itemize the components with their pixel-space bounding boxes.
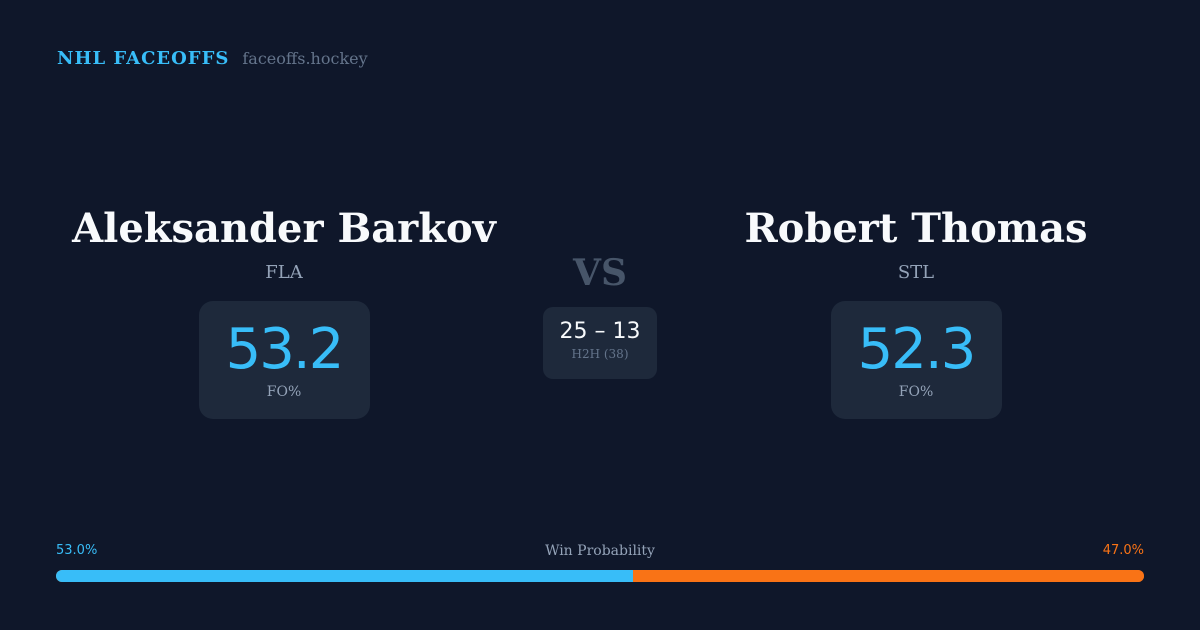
win-prob-b: 47.0% [1102,543,1144,558]
player-a-stat-card: 53.2 FO% [198,301,370,419]
brand-header: NHL FACEOFFS faceoffs.hockey [57,48,368,69]
player-b-fo-pct: 52.3 [857,317,977,382]
win-prob-bar-a [56,570,633,582]
player-a-team: FLA [265,262,303,283]
h2h-card: 25 – 13 H2H (38) [543,307,657,379]
player-b-stat-card: 52.3 FO% [830,301,1002,419]
player-a: Aleksander Barkov FLA 53.2 FO% [34,205,534,419]
win-probability-bar [56,570,1144,582]
vs-label: VS [573,252,627,294]
brand-title: NHL FACEOFFS [57,48,230,69]
player-b-team: STL [897,262,935,283]
win-prob-label: Win Probability [545,543,655,559]
player-a-fo-pct: 53.2 [225,317,345,382]
win-prob-bar-b [632,570,1144,582]
h2h-label: H2H (38) [571,347,629,361]
player-a-name: Aleksander Barkov [72,205,496,252]
player-b: Robert Thomas STL 52.3 FO% [666,205,1166,419]
h2h-score: 25 – 13 [559,319,641,344]
player-a-fo-label: FO% [266,384,302,400]
win-probability-labels: 53.0% Win Probability 47.0% [56,543,1144,559]
player-b-name: Robert Thomas [744,205,1088,252]
brand-url: faceoffs.hockey [242,49,368,68]
player-b-fo-label: FO% [898,384,934,400]
win-prob-a: 53.0% [56,543,98,558]
